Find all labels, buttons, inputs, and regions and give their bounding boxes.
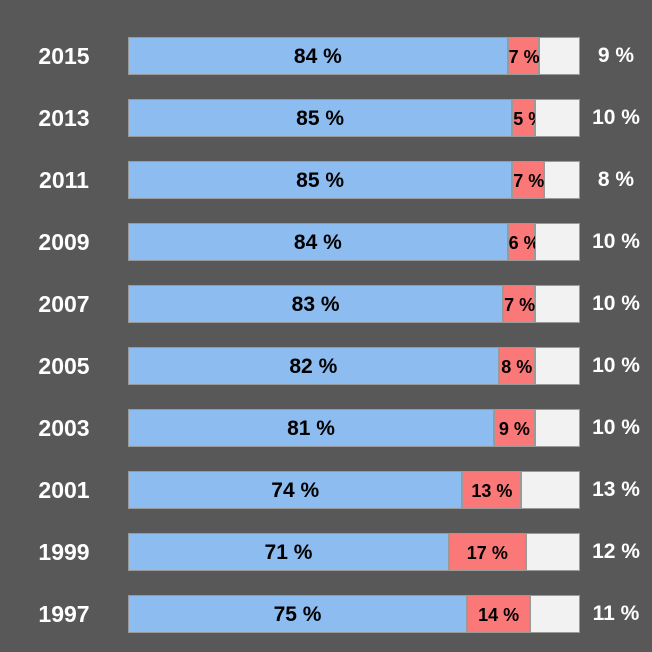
bar-segment-blue: 85 % [128,161,513,199]
bar-row: 74 % 13 % [128,471,580,509]
remainder-label: 9 % [597,44,635,67]
bar-segment-red: 7 % [512,161,544,199]
remainder-label: 11 % [592,602,640,625]
bar-segment-red: 7 % [503,285,535,323]
remainder-label: 8 % [597,168,635,191]
bar-segment-red: 13 % [462,471,522,509]
remainder-label: 10 % [592,230,640,253]
bar-row: 84 % 7 % [128,37,580,75]
bar-row: 82 % 8 % [128,347,580,385]
remainder-label: 10 % [592,292,640,315]
bar-segment-grey [534,347,580,385]
remainder-label: 10 % [592,416,640,439]
bar-segment-red: 9 % [494,409,535,447]
year-label: 2015 [38,43,90,69]
bar-segment-grey [534,223,580,261]
bar-segment-grey [530,595,580,633]
year-label: 2013 [38,105,90,131]
year-label: 1999 [38,539,90,565]
bar-row: 83 % 7 % [128,285,580,323]
bar-segment-blue: 83 % [128,285,504,323]
bar-segment-grey [534,99,580,137]
bar-row: 71 % 17 % [128,533,580,571]
year-label: 2007 [38,291,90,317]
bar-segment-grey [543,161,580,199]
bar-segment-blue: 82 % [128,347,499,385]
bar-segment-blue: 81 % [128,409,495,447]
bar-segment-grey [525,533,580,571]
bar-segment-blue: 85 % [128,99,513,137]
bar-segment-grey [521,471,580,509]
bar-segment-grey [539,37,580,75]
bar-segment-red: 6 % [507,223,540,261]
bar-row: 84 % 6 % [128,223,580,261]
year-label: 2005 [38,353,90,379]
year-label: 1997 [38,601,90,627]
bar-segment-red: 5 % [512,99,544,137]
year-label: 2009 [38,229,90,255]
year-label: 2003 [38,415,90,441]
remainder-label: 13 % [592,478,640,501]
bar-segment-red: 8 % [498,347,535,385]
bar-segment-blue: 84 % [128,223,508,261]
bar-row: 85 % 5 % [128,99,580,137]
bar-row: 85 % 7 % [128,161,580,199]
bar-segment-blue: 84 % [128,37,508,75]
bar-segment-grey [534,285,580,323]
bar-segment-grey [534,409,580,447]
bar-segment-blue: 71 % [128,533,449,571]
bar-row: 75 % 14 % [128,595,580,633]
year-label: 2011 [39,167,89,193]
bar-row: 81 % 9 % [128,409,580,447]
bar-segment-red: 17 % [448,533,526,571]
remainder-label: 10 % [592,354,640,377]
remainder-label: 12 % [592,540,640,563]
bar-segment-red: 7 % [507,37,540,75]
remainder-label: 10 % [592,106,640,129]
bar-segment-blue: 74 % [128,471,463,509]
bar-segment-blue: 75 % [128,595,467,633]
year-label: 2001 [38,477,90,503]
bar-segment-red: 14 % [467,595,531,633]
